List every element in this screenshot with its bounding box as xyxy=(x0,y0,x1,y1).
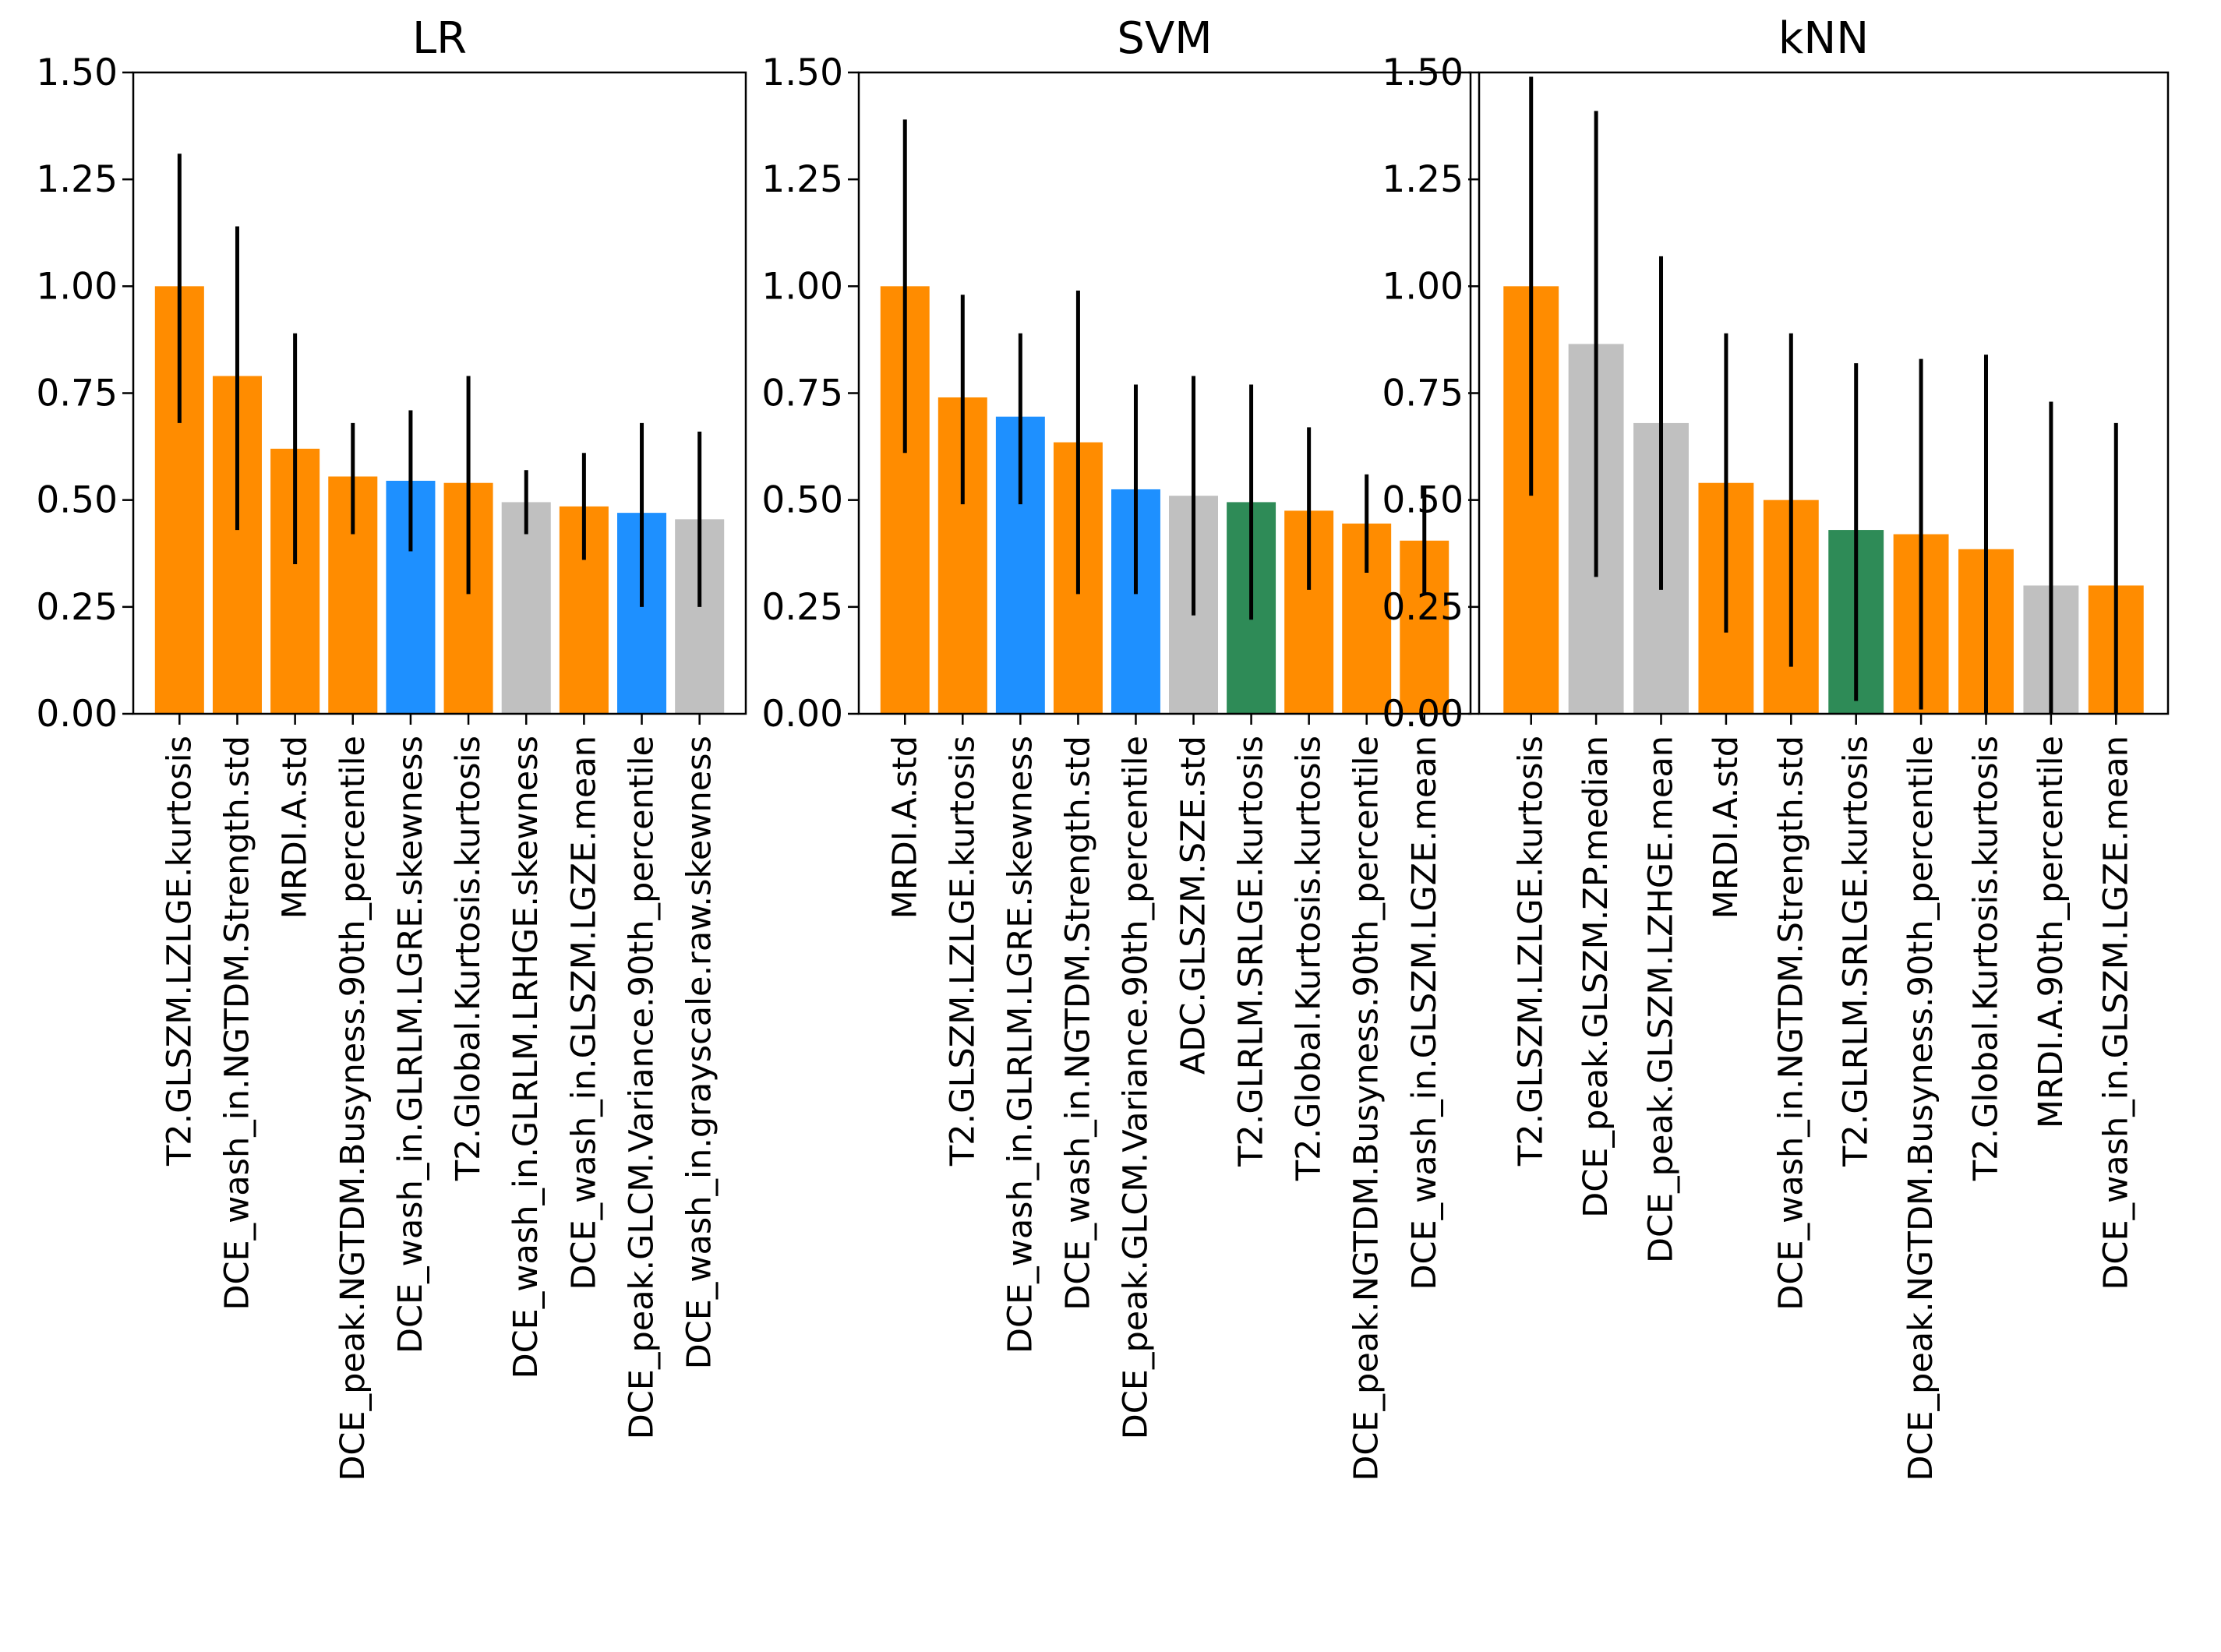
panel-lr-errorbars xyxy=(177,154,702,607)
panel-knn-errorbars xyxy=(1529,76,2118,714)
panel-lr-x-tick-label: DCE_peak.NGTDM.Busyness.90th_percentile xyxy=(334,736,373,1481)
panel-svm-y-tick-label: 1.00 xyxy=(761,265,843,308)
panel-lr-y-tick-label: 0.00 xyxy=(36,693,118,736)
panel-svm-x-tick-label: MRDI.A.std xyxy=(885,736,924,919)
panel-svm-x-tick-label: T2.Global.Kurtosis.kurtosis xyxy=(1290,736,1329,1181)
panel-svm-y-tick-label: 0.00 xyxy=(761,693,843,736)
panel-knn-x-tick-label: DCE_peak.GLSZM.ZP.median xyxy=(1577,736,1615,1218)
panel-lr-x-tick-label: DCE_peak.GLCM.Variance.90th_percentile xyxy=(623,736,662,1439)
panel-svm-y-tick-label: 1.25 xyxy=(761,158,843,201)
panel-svm-x-tick-label: DCE_wash_in.GLSZM.LGZE.mean xyxy=(1405,736,1444,1290)
panel-lr-x-tick-labels: T2.GLSZM.LZLGE.kurtosis DCE_wash_in.NGTDM… xyxy=(160,714,719,1481)
panel-knn-y-tick-label: 1.25 xyxy=(1382,158,1464,201)
panel-lr-x-tick-label: DCE_wash_in.GLSZM.LGZE.mean xyxy=(564,736,603,1290)
panel-knn-y-tick-label: 1.50 xyxy=(1382,51,1464,94)
panel-svm-title: SVM xyxy=(1117,13,1212,64)
panel-svm-y-tick-label: 0.75 xyxy=(761,372,843,415)
panel-svm-x-tick-label: ADC.GLSZM.SZE.std xyxy=(1174,736,1213,1075)
panel-lr-bars xyxy=(154,286,725,715)
panel-svm-y-tick-label: 0.50 xyxy=(761,479,843,522)
panel-knn-x-tick-label: DCE_wash_in.GLSZM.LGZE.mean xyxy=(2096,736,2135,1290)
panel-svm-x-tick-label: DCE_wash_in.GLRLM.LGRE.skewness xyxy=(1001,736,1040,1354)
panel-knn-y-ticks: 0.00 0.25 0.50 0.75 1.00 1.25 1.50 xyxy=(1382,51,1479,736)
panel-svm-x-tick-label: DCE_wash_in.NGTDM.Strength.std xyxy=(1058,736,1097,1311)
panel-svm-errorbars xyxy=(902,119,1427,620)
panel-svm-x-tick-label: DCE_peak.GLCM.Variance.90th_percentile xyxy=(1116,736,1155,1439)
panel-knn-y-tick-label: 0.75 xyxy=(1382,372,1464,415)
panel-lr-x-tick-label: DCE_wash_in.GLRLM.LGRE.skewness xyxy=(391,736,430,1354)
panel-lr-x-tick-label: DCE_wash_in.GLRLM.LRHGE.skewness xyxy=(507,736,546,1378)
panel-knn-x-tick-label: T2.GLRLM.SRLGE.kurtosis xyxy=(1837,736,1876,1167)
panel-lr-y-ticks: 0.00 0.25 0.50 0.75 1.00 1.25 1.50 xyxy=(36,51,133,736)
panel-knn-x-tick-label: T2.GLSZM.LZLGE.kurtosis xyxy=(1512,736,1551,1167)
panel-knn-title: kNN xyxy=(1778,13,1869,64)
panel-lr-y-tick-label: 1.50 xyxy=(36,51,118,94)
panel-knn-x-tick-label: MRDI.A.90th_percentile xyxy=(2032,736,2071,1128)
panel-knn-y-tick-label: 1.00 xyxy=(1382,265,1464,308)
panel-lr-y-tick-label: 0.50 xyxy=(36,479,118,522)
panel-svm-x-tick-label: DCE_peak.NGTDM.Busyness.90th_percentile xyxy=(1347,736,1386,1481)
panel-svm-bars xyxy=(880,286,1449,715)
panel-lr-y-tick-label: 1.00 xyxy=(36,265,118,308)
panel-svm-x-tick-label: T2.GLSZM.LZLGE.kurtosis xyxy=(943,736,982,1167)
panel-lr-y-tick-label: 0.75 xyxy=(36,372,118,415)
panel-lr: 0.00 0.25 0.50 0.75 1.00 1.25 1.50 T2.GLSZM.LZ… xyxy=(36,13,747,1481)
panel-knn-bars xyxy=(1503,286,2144,715)
panel-knn-x-tick-labels: T2.GLSZM.LZLGE.kurtosis DCE_peak.GLSZM.ZP… xyxy=(1512,714,2135,1481)
panel-lr-x-tick-label: T2.GLSZM.LZLGE.kurtosis xyxy=(160,736,199,1167)
panel-lr-x-tick-label: DCE_wash_in.grayscale.raw.skewness xyxy=(680,736,719,1369)
panel-knn-y-tick-label: 0.00 xyxy=(1382,693,1464,736)
panel-knn-x-tick-label: MRDI.A.std xyxy=(1707,736,1746,919)
panel-knn-y-tick-label: 0.25 xyxy=(1382,586,1464,629)
panel-knn-x-tick-label: DCE_wash_in.NGTDM.Strength.std xyxy=(1771,736,1810,1311)
panel-lr-y-tick-label: 1.25 xyxy=(36,158,118,201)
panel-lr-x-tick-label: MRDI.A.std xyxy=(276,736,315,919)
panel-lr-x-tick-label: T2.Global.Kurtosis.kurtosis xyxy=(449,736,488,1181)
panel-knn-x-tick-label: DCE_peak.NGTDM.Busyness.90th_percentile xyxy=(1901,736,1940,1481)
panel-svm-y-tick-label: 0.25 xyxy=(761,586,843,629)
panel-lr-x-tick-label: DCE_wash_in.NGTDM.Strength.std xyxy=(217,736,256,1311)
panel-lr-y-tick-label: 0.25 xyxy=(36,586,118,629)
panel-knn-x-tick-label: T2.Global.Kurtosis.kurtosis xyxy=(1966,736,2005,1181)
panel-knn: 0.00 0.25 0.50 0.75 1.00 1.25 1.50 T2.GLSZM.LZ… xyxy=(1382,13,2170,1481)
panel-svm-x-tick-label: T2.GLRLM.SRLGE.kurtosis xyxy=(1232,736,1271,1167)
panel-lr-title: LR xyxy=(412,13,467,64)
panel-knn-x-tick-label: DCE_peak.GLSZM.LZHGE.mean xyxy=(1642,736,1681,1263)
panel-knn-y-tick-label: 0.50 xyxy=(1382,479,1464,522)
panel-svm-y-tick-label: 1.50 xyxy=(761,51,843,94)
panel-svm-y-ticks: 0.00 0.25 0.50 0.75 1.00 1.25 1.50 xyxy=(761,51,859,736)
panel-svm: 0.00 0.25 0.50 0.75 1.00 1.25 1.50 MRDI.A.std T… xyxy=(761,13,1472,1481)
panel-lr-bar xyxy=(501,502,551,714)
panel-svm-x-tick-labels: MRDI.A.std T2.GLSZM.LZLGE.kurtosis DCE_was… xyxy=(885,714,1444,1481)
